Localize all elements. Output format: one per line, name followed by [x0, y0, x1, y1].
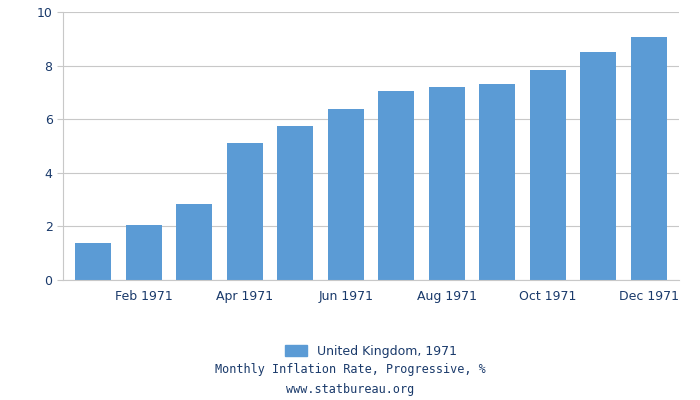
Bar — [227, 143, 263, 280]
Bar — [75, 243, 111, 280]
Bar — [125, 225, 162, 280]
Bar — [328, 109, 364, 280]
Text: Monthly Inflation Rate, Progressive, %: Monthly Inflation Rate, Progressive, % — [215, 364, 485, 376]
Bar — [277, 126, 314, 280]
Bar — [428, 87, 465, 280]
Bar — [479, 84, 515, 280]
Bar — [176, 204, 213, 280]
Bar — [580, 52, 617, 280]
Bar — [529, 70, 566, 280]
Bar — [631, 38, 667, 280]
Bar — [378, 91, 414, 280]
Legend: United Kingdom, 1971: United Kingdom, 1971 — [280, 340, 462, 363]
Text: www.statbureau.org: www.statbureau.org — [286, 384, 414, 396]
